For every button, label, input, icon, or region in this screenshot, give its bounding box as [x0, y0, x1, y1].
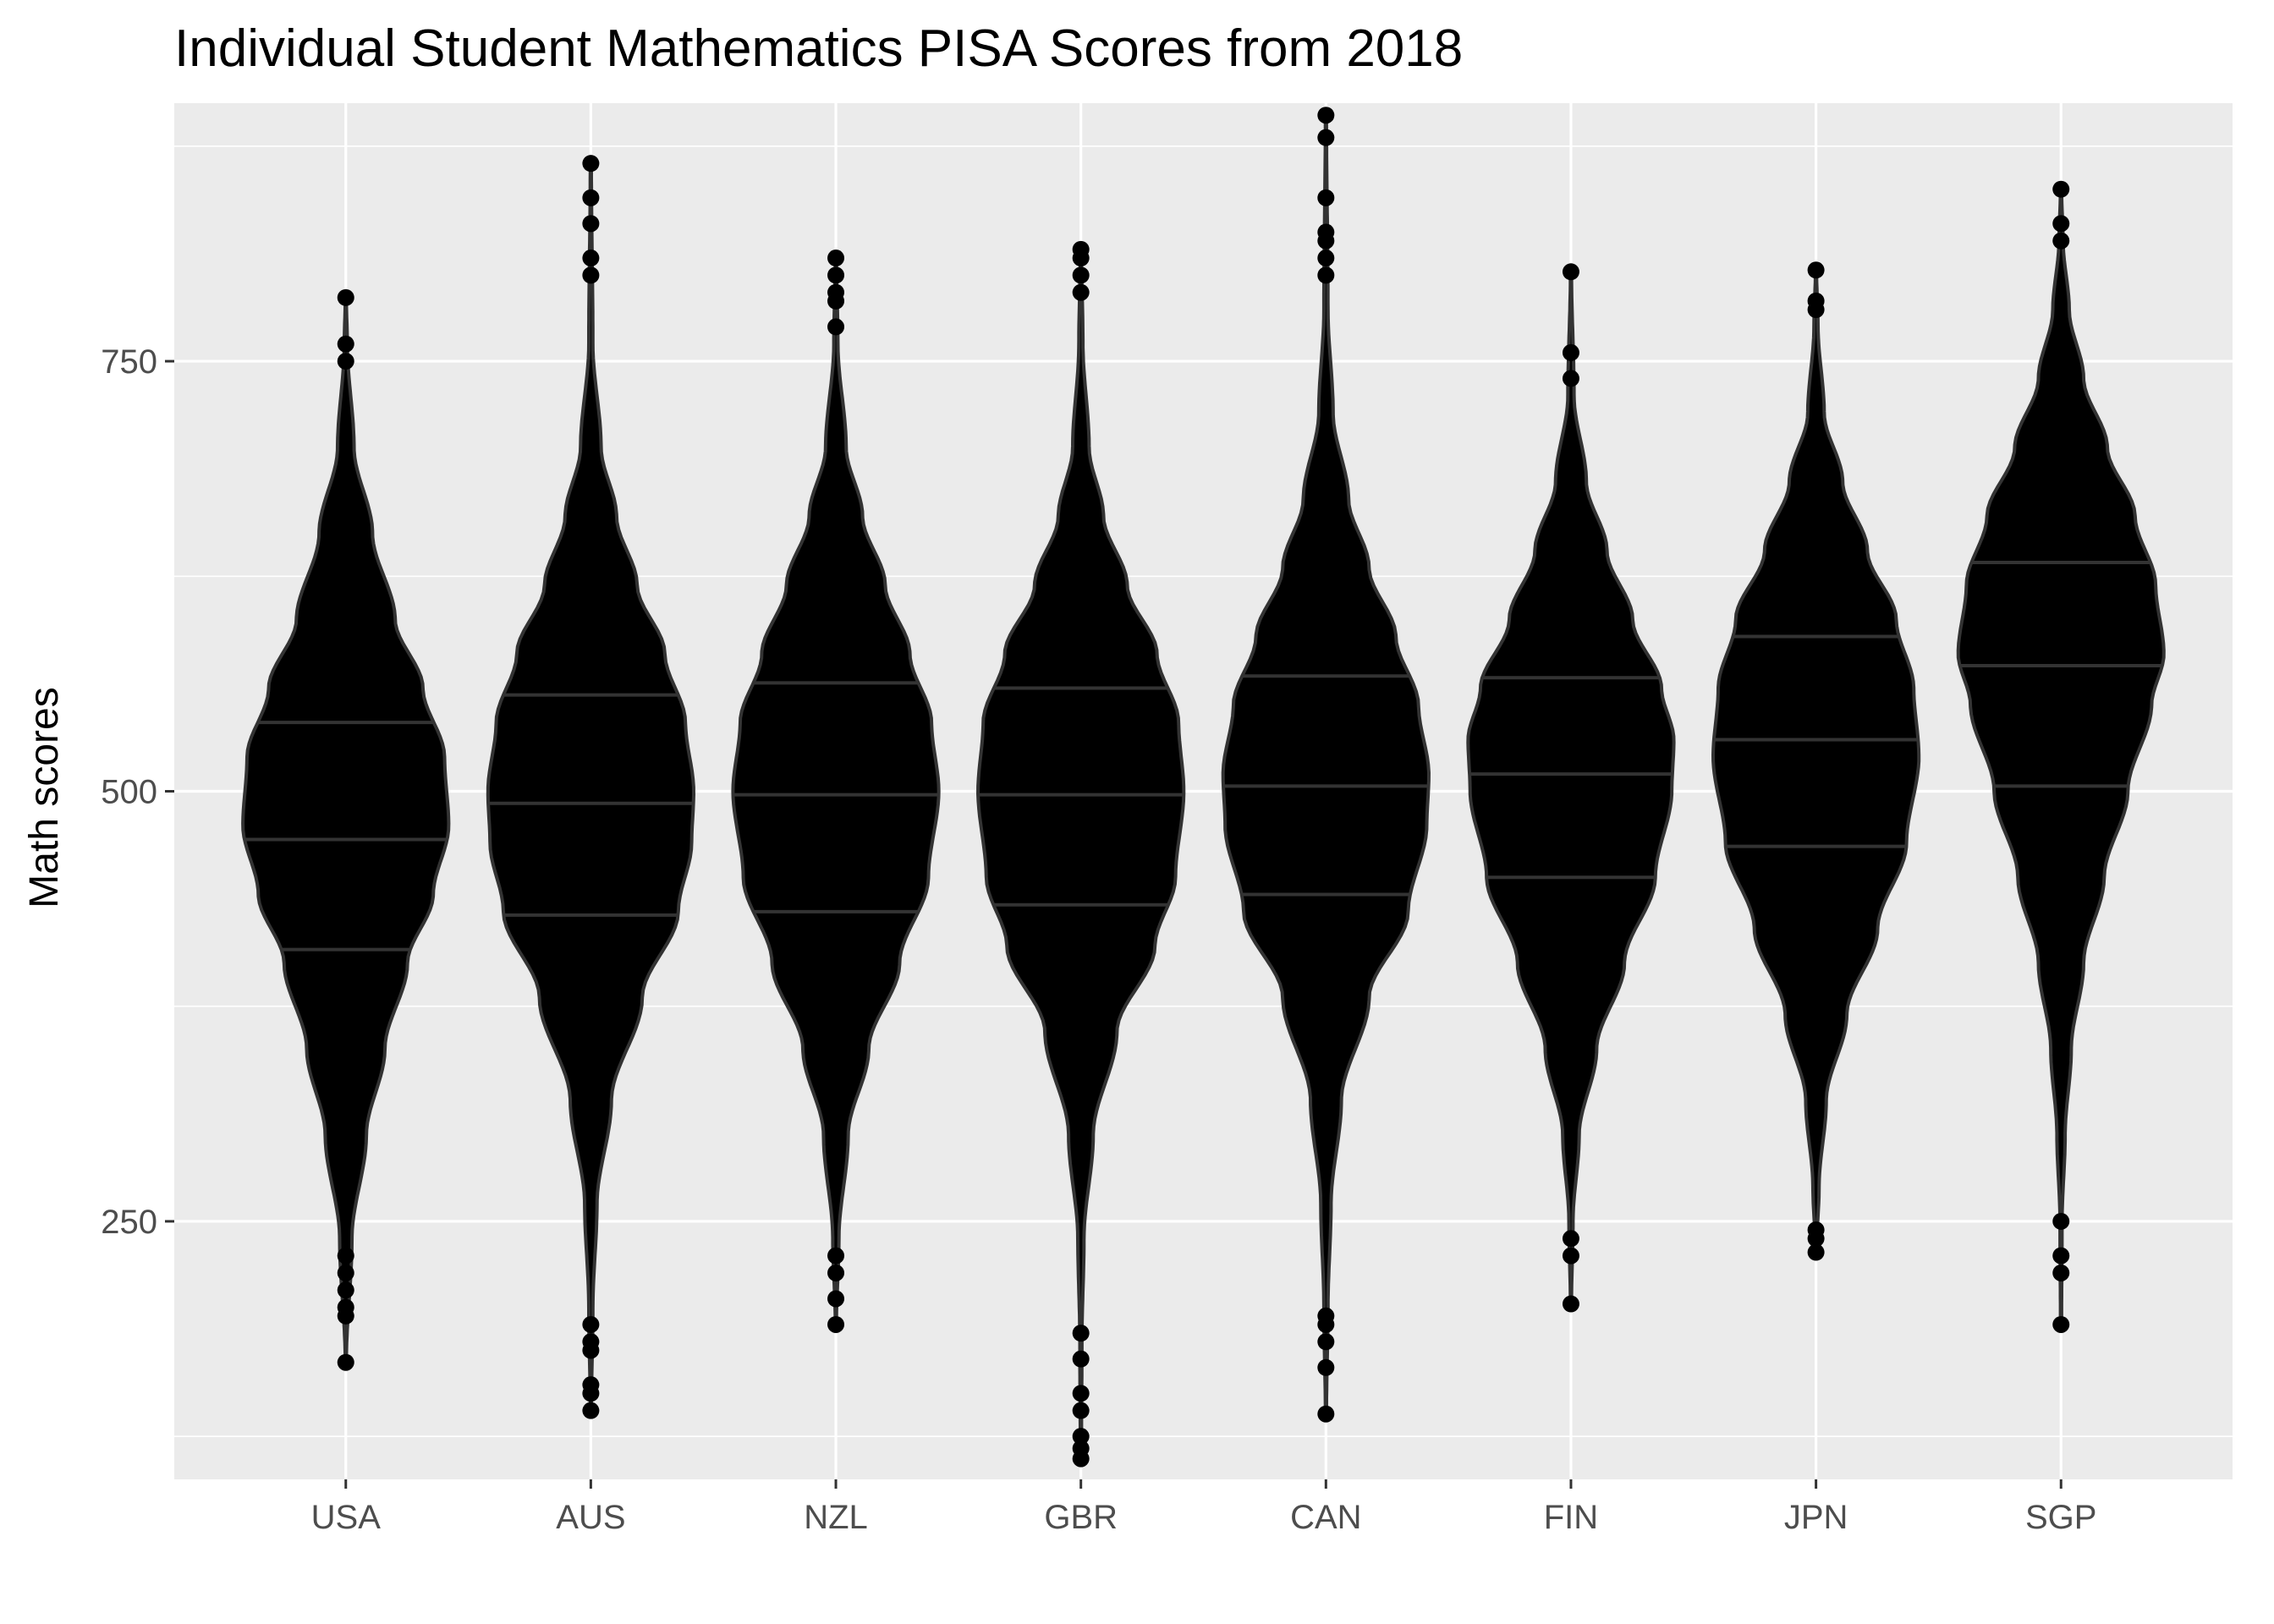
outlier-point — [1562, 1295, 1579, 1313]
outlier-point — [1072, 266, 1090, 284]
outlier-point — [337, 1281, 354, 1299]
outlier-point — [1317, 223, 1335, 241]
outlier-point — [1072, 1325, 1090, 1342]
outlier-point — [2052, 215, 2070, 233]
x-tick-label: NZL — [804, 1499, 868, 1536]
x-tick-label: SGP — [2025, 1499, 2096, 1536]
outlier-point — [582, 1315, 600, 1333]
outlier-point — [1807, 292, 1825, 310]
outlier-point — [1072, 1428, 1090, 1446]
outlier-point — [1317, 107, 1335, 124]
outlier-point — [337, 335, 354, 353]
outlier-point — [1317, 1333, 1335, 1351]
outlier-point — [1317, 129, 1335, 146]
outlier-point — [582, 215, 600, 233]
outlier-point — [827, 318, 845, 336]
outlier-point — [337, 288, 354, 306]
outlier-point — [1317, 1405, 1335, 1423]
outlier-point — [337, 1264, 354, 1281]
outlier-point — [582, 155, 600, 173]
outlier-point — [1072, 1385, 1090, 1402]
outlier-point — [582, 250, 600, 267]
outlier-point — [2052, 1264, 2070, 1281]
outlier-point — [2052, 1247, 2070, 1265]
violins — [241, 107, 2166, 1468]
violin-can — [1221, 107, 1431, 1423]
outlier-point — [1317, 250, 1335, 267]
outlier-point — [1317, 1358, 1335, 1376]
outlier-point — [1562, 263, 1579, 281]
outlier-point — [1562, 343, 1579, 361]
outlier-point — [1807, 261, 1825, 279]
outlier-point — [1072, 283, 1090, 301]
x-tick-label: GBR — [1044, 1499, 1118, 1536]
outlier-point — [337, 1353, 354, 1371]
x-tick-label: AUS — [556, 1499, 625, 1536]
outlier-point — [827, 1247, 845, 1265]
x-axis: USA AUS NZL GBR CAN FIN JPN SGP — [311, 1479, 2096, 1536]
violin-aus — [486, 155, 696, 1419]
outlier-point — [2052, 232, 2070, 250]
outlier-point — [2052, 1212, 2070, 1230]
y-tick-label: 750 — [101, 343, 157, 381]
outlier-point — [827, 1315, 845, 1333]
outlier-point — [582, 189, 600, 206]
outlier-point — [1562, 1247, 1579, 1265]
outlier-point — [337, 353, 354, 370]
outlier-point — [1072, 1440, 1090, 1457]
outlier-point — [827, 250, 845, 267]
x-tick-label: USA — [311, 1499, 382, 1536]
outlier-point — [1072, 240, 1090, 258]
outlier-point — [827, 1264, 845, 1281]
outlier-point — [337, 1247, 354, 1265]
outlier-point — [827, 1290, 845, 1308]
outlier-point — [1317, 189, 1335, 206]
violin-gbr — [975, 240, 1186, 1468]
violin-sgp — [1956, 180, 2166, 1333]
outlier-point — [582, 1402, 600, 1419]
outlier-point — [1072, 1402, 1090, 1419]
y-tick-label: 250 — [101, 1204, 157, 1241]
outlier-point — [2052, 180, 2070, 198]
outlier-point — [1807, 1243, 1825, 1261]
outlier-point — [827, 266, 845, 284]
outlier-point — [2052, 1315, 2070, 1333]
x-tick-label: FIN — [1544, 1499, 1598, 1536]
violin-nzl — [731, 250, 941, 1333]
outlier-point — [582, 1376, 600, 1394]
outlier-point — [1562, 370, 1579, 387]
outlier-point — [582, 1333, 600, 1351]
outlier-point — [1562, 1230, 1579, 1248]
violin-fin — [1466, 263, 1676, 1313]
y-axis: 250 500 750 — [101, 343, 174, 1241]
violin-jpn — [1711, 261, 1921, 1261]
y-tick-label: 500 — [101, 774, 157, 811]
outlier-point — [1317, 266, 1335, 284]
outlier-point — [337, 1298, 354, 1316]
outlier-point — [1317, 1307, 1335, 1325]
chart-title: Individual Student Mathematics PISA Scor… — [174, 19, 1463, 78]
outlier-point — [1807, 1221, 1825, 1239]
outlier-point — [827, 283, 845, 301]
outlier-point — [582, 266, 600, 284]
outlier-point — [1072, 1350, 1090, 1368]
violin-usa — [241, 288, 451, 1371]
x-tick-label: JPN — [1784, 1499, 1848, 1536]
y-axis-title: Math scores — [22, 687, 67, 908]
x-tick-label: CAN — [1290, 1499, 1361, 1536]
